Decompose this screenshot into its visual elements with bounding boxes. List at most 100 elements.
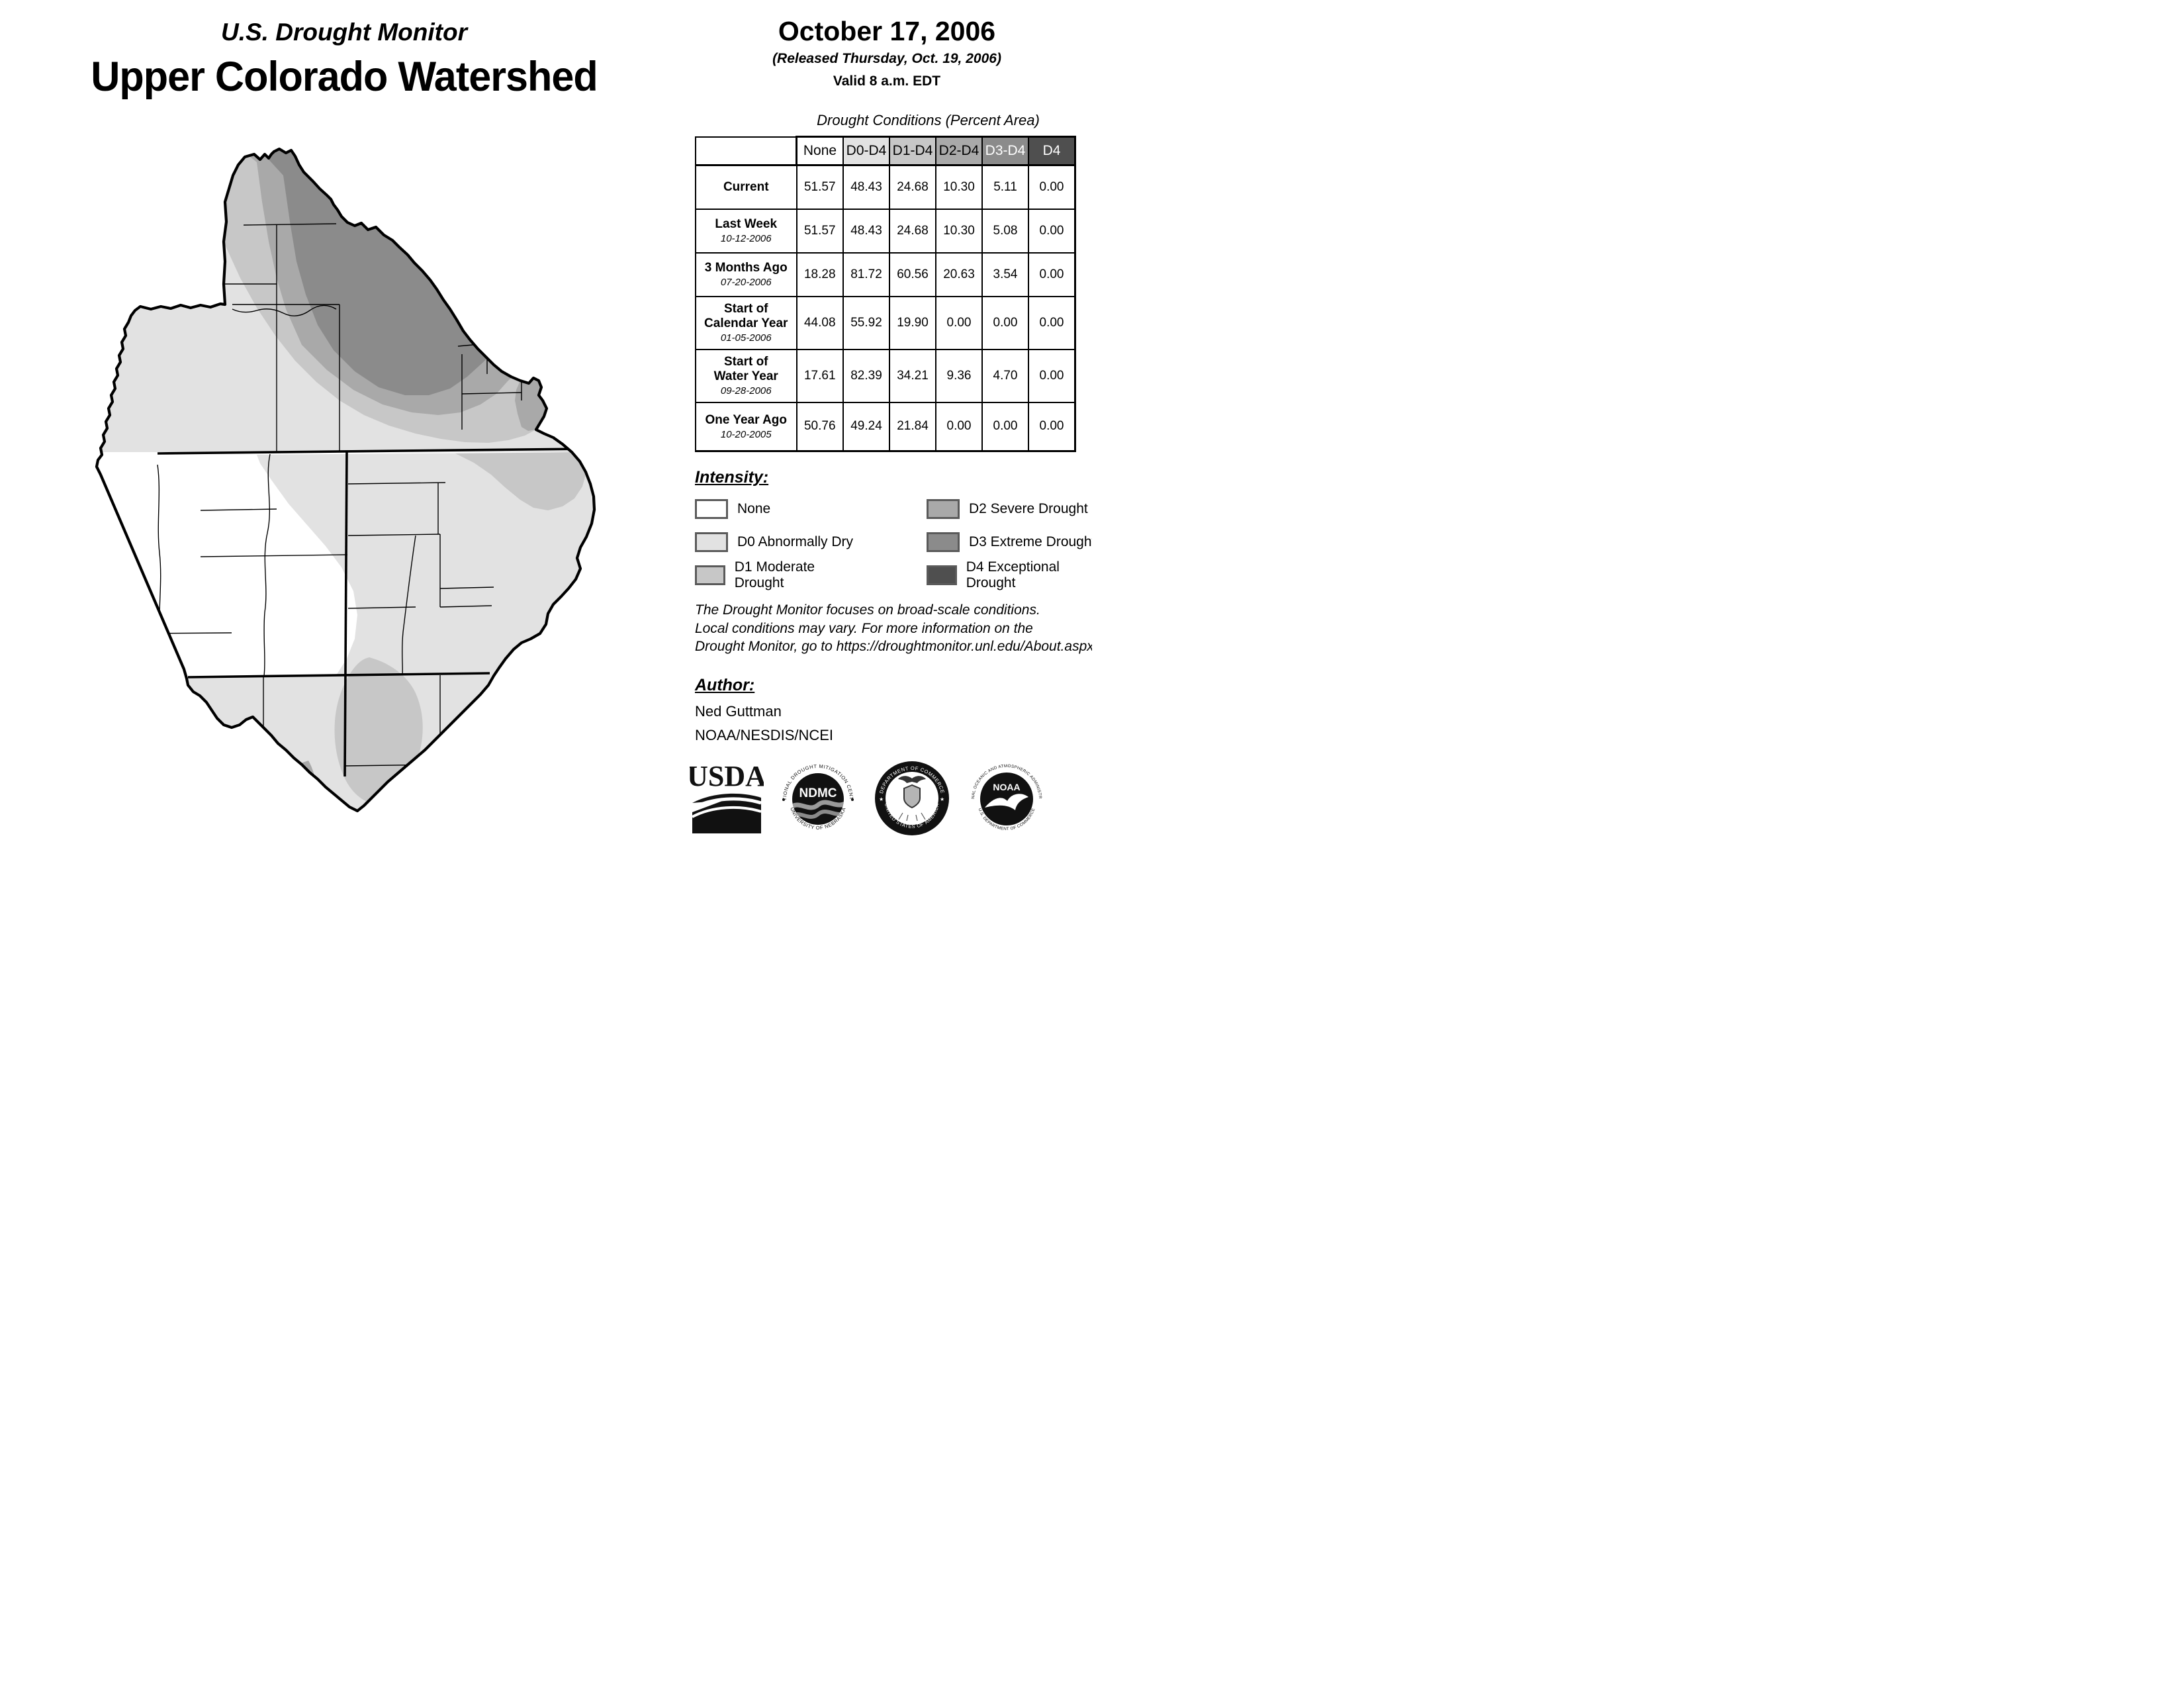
value-cell: 10.30 (935, 208, 983, 254)
value-cell: 34.21 (889, 348, 936, 403)
author-org: NOAA/NESDIS/NCEI (695, 727, 834, 744)
row-date: 01-05-2006 (720, 332, 772, 344)
column-header-d2-d4: D2-D4 (935, 136, 983, 166)
legend-label: None (737, 501, 771, 516)
value-cell: 49.24 (842, 401, 890, 452)
column-header-d4: D4 (1028, 136, 1076, 166)
legend-swatch-d1 (695, 565, 725, 585)
agency-logos: USDA NATIONAL DROUGHT MITIGATION CENTER … (690, 759, 1092, 838)
value-cell: 18.28 (796, 252, 844, 297)
value-cell: 21.84 (889, 401, 936, 452)
value-cell: 55.92 (842, 295, 890, 350)
doc-rays (898, 812, 926, 821)
value-cell: 48.43 (842, 164, 890, 210)
value-cell: 17.61 (796, 348, 844, 403)
drought-map-svg (58, 136, 609, 839)
valid-time: Valid 8 a.m. EDT (833, 73, 941, 89)
row-date: 10-12-2006 (720, 232, 772, 244)
usda-text: USDA (690, 760, 764, 792)
page-title: Upper Colorado Watershed (91, 54, 598, 100)
legend-item: D0 Abnormally Dry (695, 530, 855, 555)
row-label: 3 Months Ago 07-20-2006 (695, 252, 797, 297)
value-cell: 44.08 (796, 295, 844, 350)
svg-text:★: ★ (940, 796, 944, 802)
value-cell: 0.00 (1028, 401, 1076, 452)
d1-area-southeast (455, 452, 586, 510)
value-cell: 4.70 (981, 348, 1029, 403)
value-cell: 0.00 (1028, 295, 1076, 350)
noaa-logo: NATIONAL OCEANIC AND ATMOSPHERIC ADMINIS… (966, 759, 1042, 831)
row-date: 10-20-2005 (720, 428, 772, 440)
legend-label: D4 Exceptional Drought (966, 559, 1060, 590)
value-cell: 0.00 (935, 295, 983, 350)
row-date: 09-28-2006 (720, 385, 772, 397)
legend-swatch-d3 (926, 532, 960, 552)
table-row: Current 51.57 48.43 24.68 10.30 5.11 0.00 (695, 164, 1076, 210)
table-row: Start of Calendar Year 01-05-2006 44.08 55.… (695, 295, 1076, 350)
value-cell: 0.00 (1028, 164, 1076, 210)
d1-area-south-blob (334, 657, 423, 804)
legend-item: None (695, 496, 855, 522)
disclaimer-text: The Drought Monitor focuses on broad-sca… (695, 602, 1092, 655)
row-date: 07-20-2006 (720, 276, 772, 288)
info-panel: October 17, 2006 (Released Thursday, Oct… (675, 16, 1092, 844)
legend-label: D3 Extreme Drought (968, 534, 1092, 549)
legend-swatch-d2 (926, 499, 960, 519)
noaa-bird (985, 794, 1028, 811)
value-cell: 5.08 (981, 208, 1029, 254)
table-row: Start of Water Year 09-28-2006 17.61 82.39 3… (695, 348, 1076, 403)
title-block: U.S. Drought Monitor Upper Colorado Wate… (40, 19, 649, 101)
row-label: Last Week 10-12-2006 (695, 208, 797, 254)
noaa-disc (980, 773, 1033, 826)
value-cell: 0.00 (1028, 208, 1076, 254)
legend-label: D0 Abnormally Dry (737, 534, 854, 549)
legend-swatch-none (695, 499, 728, 519)
ndmc-text: NDMC (799, 786, 837, 800)
author-name: Ned Guttman (695, 703, 782, 720)
value-cell: 24.68 (889, 164, 936, 210)
value-cell: 9.36 (935, 348, 983, 403)
row-label: One Year Ago 10-20-2005 (695, 401, 797, 452)
legend-label: D2 Severe Drought (968, 501, 1088, 516)
value-cell: 20.63 (935, 252, 983, 297)
legend-item: D1 Moderate Drought (695, 559, 855, 590)
map-date: October 17, 2006 (778, 16, 996, 46)
drought-monitor-report: U.S. Drought Monitor Upper Colorado Wate… (0, 0, 1092, 844)
watershed-map (58, 136, 609, 839)
value-cell: 60.56 (889, 252, 936, 297)
value-cell: 5.11 (981, 164, 1029, 210)
ndmc-wave-1 (792, 800, 844, 810)
drought-conditions-table: None D0-D4 D1-D4 D2-D4 D3-D4 D4 Current 51.57 4… (695, 136, 1076, 452)
value-cell: 19.90 (889, 295, 936, 350)
report-kicker: U.S. Drought Monitor (221, 19, 467, 46)
intensity-legend: None D0 Abnormally Dry D1 Moderate Drought… (695, 496, 1092, 590)
row-label: Current (695, 164, 797, 210)
row-label: Start of Calendar Year 01-05-2006 (695, 295, 797, 350)
author-title: Author: (695, 676, 755, 695)
usda-swoosh-2 (692, 806, 762, 818)
value-cell: 82.39 (842, 348, 890, 403)
legend-swatch-d0 (695, 532, 728, 552)
released-date: (Released Thursday, Oct. 19, 2006) (772, 51, 1001, 66)
table-row: One Year Ago 10-20-2005 50.76 49.24 21.84 0.0… (695, 401, 1076, 452)
value-cell: 10.30 (935, 164, 983, 210)
table-row: Last Week 10-12-2006 51.57 48.43 24.68 10.30 5… (695, 208, 1076, 254)
doc-eagle (898, 776, 926, 784)
state-lines (157, 447, 587, 777)
column-header-d0-d4: D0-D4 (842, 136, 890, 166)
legend-swatch-d4 (926, 565, 957, 585)
noaa-text: NOAA (993, 782, 1020, 792)
column-header-none: None (796, 136, 844, 166)
value-cell: 81.72 (842, 252, 890, 297)
value-cell: 24.68 (889, 208, 936, 254)
legend-item: D4 Exceptional Drought (926, 559, 1092, 590)
value-cell: 48.43 (842, 208, 890, 254)
column-header-d3-d4: D3-D4 (981, 136, 1029, 166)
value-cell: 0.00 (935, 401, 983, 452)
legend-item: D3 Extreme Drought (926, 530, 1092, 555)
ndmc-logo: NATIONAL DROUGHT MITIGATION CENTER UNIVE… (778, 759, 854, 831)
legend-title: Intensity: (695, 468, 769, 487)
usda-logo: USDA (690, 760, 764, 834)
commerce-seal: DEPARTMENT OF COMMERCE UNITED STATES OF … (875, 761, 949, 836)
ndmc-wave-2 (792, 810, 844, 820)
